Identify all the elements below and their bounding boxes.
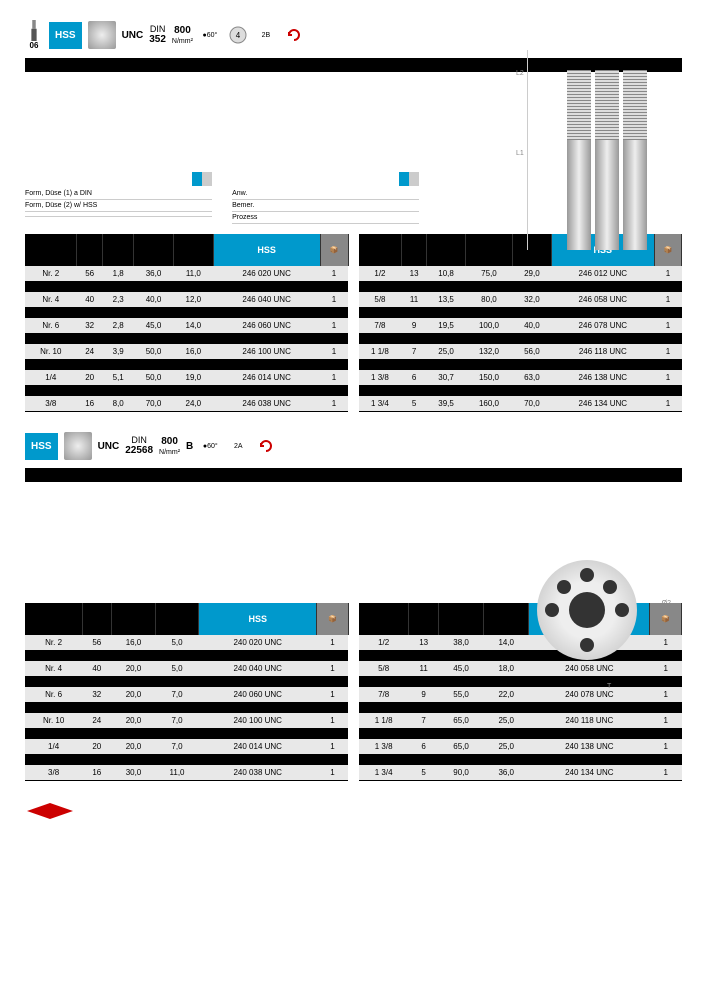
table-row: 1 3/8630,7150,063,0246 138 UNC1 [359, 370, 682, 386]
table-row: 1/21310,875,029,0246 012 UNC1 [359, 266, 682, 282]
table-row: Nr. 44020,05,0240 040 UNC1 [25, 661, 348, 677]
rotation-icon [255, 435, 277, 457]
table-row: 1 1/8765,025,0240 118 UNC1 [359, 713, 682, 729]
table-row: 3/8168,070,024,0246 038 UNC1 [25, 396, 348, 412]
table-row: 1/4205,150,019,0246 014 UNC1 [25, 370, 348, 386]
spec-bar-1: 06 HSS UNC DIN352 800N/mm² ●60° 4 2B [25, 20, 682, 50]
material-icon [88, 21, 116, 49]
info-block-1: Form, Düse (1) a DIN Form, Düse (2) w/ H… [25, 172, 419, 224]
table-row: Nr. 10243,950,016,0246 100 UNC1 [25, 344, 348, 360]
table-row: 7/8919,5100,040,0246 078 UNC1 [359, 318, 682, 334]
product-image-taps: L2 L1 [527, 50, 677, 250]
hss-badge: HSS [25, 433, 58, 460]
strength-spec: 800N/mm² [159, 436, 180, 457]
package-icon: 📦 [320, 234, 348, 266]
tolerance-icon: 2B [255, 24, 277, 46]
form-spec: B [186, 441, 193, 452]
material-icon [64, 432, 92, 460]
table-row: Nr. 102420,07,0240 100 UNC1 [25, 713, 348, 729]
table-row: 1 1/8725,0132,056,0246 118 UNC1 [359, 344, 682, 360]
table-row: 5/81113,580,032,0246 058 UNC1 [359, 292, 682, 308]
table-row: 7/8955,022,0240 078 UNC1 [359, 687, 682, 703]
angle-icon: ●60° [199, 435, 221, 457]
tap-glyph: 06 [25, 20, 43, 50]
thread-type: UNC [122, 30, 144, 41]
page-number: 06 [30, 41, 39, 50]
table-row: Nr. 6322,845,014,0246 060 UNC1 [25, 318, 348, 334]
table-2-left: HSS 📦 Nr. 25616,05,0240 020 UNC1Nr. 4402… [25, 603, 349, 781]
tolerance-icon: 2A [227, 435, 249, 457]
table-row: 3/81630,011,0240 038 UNC1 [25, 765, 348, 781]
angle-icon: ●60° [199, 24, 221, 46]
strength-spec: 800N/mm² [172, 25, 193, 46]
brand-logo [25, 801, 75, 821]
table-row: Nr. 4402,340,012,0246 040 UNC1 [25, 292, 348, 308]
hss-badge: HSS [49, 22, 82, 49]
table-row: 1/42020,07,0240 014 UNC1 [25, 739, 348, 755]
table-row: 1 3/4590,036,0240 134 UNC1 [359, 765, 682, 781]
table-row: Nr. 63220,07,0240 060 UNC1 [25, 687, 348, 703]
table-row: Nr. 2561,836,011,0246 020 UNC1 [25, 266, 348, 282]
din-spec: DIN22568 [125, 436, 153, 457]
table-row: Nr. 25616,05,0240 020 UNC1 [25, 635, 348, 651]
thread-type: UNC [98, 441, 120, 452]
footer [25, 801, 682, 821]
table-1-left: HSS 📦 Nr. 2561,836,011,0246 020 UNC1Nr. … [25, 234, 349, 412]
table-1-right: HSS 📦 1/21310,875,029,0246 012 UNC15/811… [359, 234, 683, 412]
tables-section-1: HSS 📦 Nr. 2561,836,011,0246 020 UNC1Nr. … [25, 234, 682, 412]
table-row: 1 3/4539,5160,070,0246 134 UNC1 [359, 396, 682, 412]
title-bar-2 [25, 468, 682, 482]
rotation-icon [283, 24, 305, 46]
spec-bar-2: HSS UNC DIN22568 800N/mm² B ●60° 2A [25, 432, 682, 460]
product-image-die: Ø2 T [537, 560, 657, 680]
table-row: 1 3/8665,025,0240 138 UNC1 [359, 739, 682, 755]
svg-text:4: 4 [236, 31, 241, 40]
din-spec: DIN352 [149, 25, 166, 46]
flutes-icon: 4 [227, 24, 249, 46]
